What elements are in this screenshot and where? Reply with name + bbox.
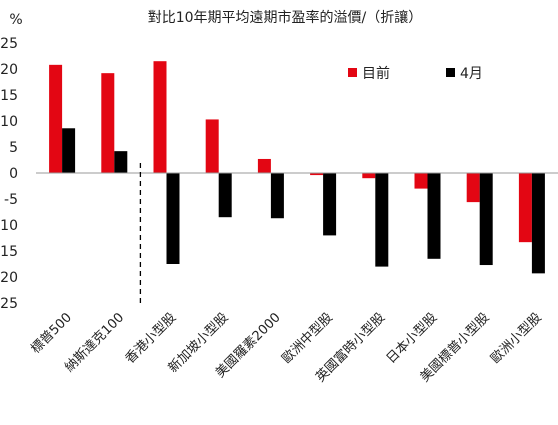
y-tick-label: 25 xyxy=(0,36,18,52)
y-tick-label: 10 xyxy=(0,114,18,130)
y-tick-label: 20 xyxy=(0,62,18,78)
legend-swatch xyxy=(446,68,455,77)
bar-april xyxy=(531,173,545,274)
y-tick-label: 15 xyxy=(0,88,18,104)
bar-april xyxy=(375,173,389,267)
bar-april xyxy=(479,173,493,266)
y-tick-label: -20 xyxy=(0,270,18,286)
bar-current xyxy=(362,173,376,179)
x-tick-label: 歐洲中型股 xyxy=(279,310,336,367)
x-tick-label: 歐洲小型股 xyxy=(488,310,545,367)
y-tick-label: 5 xyxy=(9,140,18,156)
bar-current xyxy=(466,173,480,203)
bar-current xyxy=(518,173,532,243)
legend-swatch xyxy=(348,68,357,77)
y-axis-ticks: 25 20 15 10 5 0 -5 -10 -15 -20 -25 xyxy=(0,36,18,312)
bar-current xyxy=(101,73,115,173)
y-axis-unit-label: % xyxy=(9,12,22,28)
legend-label: 4月 xyxy=(460,66,483,82)
bar-april xyxy=(114,151,128,173)
chart-title: 對比10年期平均遠期市盈率的溢價/（折讓） xyxy=(148,9,423,26)
bar-april xyxy=(166,173,180,264)
y-tick-label: -5 xyxy=(4,192,18,208)
bar-april xyxy=(270,173,284,219)
legend: 目前 4月 xyxy=(348,65,483,82)
x-tick-label: 日本小型股 xyxy=(384,310,441,367)
bar-current xyxy=(49,64,63,173)
x-axis-labels: 標普500納斯達克100香港小型股新加坡小型股美國羅素2000歐洲中型股英國富時… xyxy=(28,310,544,386)
bar-april xyxy=(323,173,337,236)
bar-april xyxy=(62,128,76,173)
bar-april xyxy=(427,173,441,259)
x-tick-label: 標普500 xyxy=(28,310,75,357)
x-tick-label: 香港小型股 xyxy=(123,310,180,367)
bar-current xyxy=(205,119,219,173)
bar-current xyxy=(257,158,271,173)
bar-april xyxy=(218,173,232,218)
y-tick-label: -10 xyxy=(0,218,18,234)
y-tick-label: -25 xyxy=(0,296,18,312)
bars xyxy=(49,61,545,274)
bar-current xyxy=(310,173,324,176)
y-tick-label: -15 xyxy=(0,244,18,260)
bar-current xyxy=(414,173,428,189)
bar-current xyxy=(153,61,167,174)
y-tick-label: 0 xyxy=(9,166,18,182)
legend-label: 目前 xyxy=(362,65,390,82)
